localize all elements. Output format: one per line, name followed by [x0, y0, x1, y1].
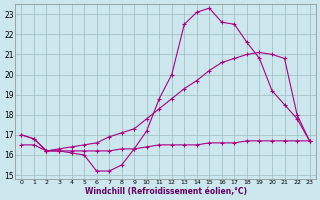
X-axis label: Windchill (Refroidissement éolien,°C): Windchill (Refroidissement éolien,°C) [84, 187, 246, 196]
